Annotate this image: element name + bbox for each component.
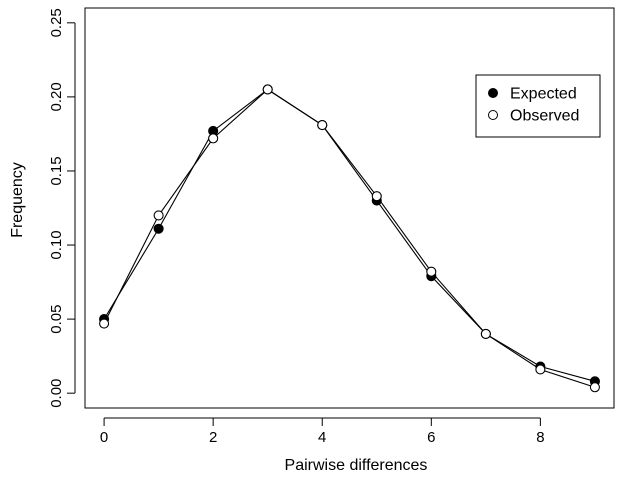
observed-point [480, 328, 491, 339]
y-axis-label: Frequency [9, 162, 26, 238]
observed-point [153, 210, 164, 221]
series-line-observed [103, 88, 596, 388]
y-tick-label: 0.20 [48, 82, 65, 111]
observed-point [426, 266, 437, 277]
x-axis-label: Pairwise differences [285, 457, 428, 474]
legend-label-observed: Observed [510, 108, 579, 125]
observed-point [589, 382, 600, 393]
x-tick-label: 0 [100, 429, 108, 446]
legend-label-expected: Expected [510, 86, 577, 103]
legend-marker-expected [488, 88, 498, 98]
observed-point [535, 364, 546, 375]
observed-point [99, 318, 110, 329]
observed-point [317, 119, 328, 131]
y-tick-label: 0.15 [48, 156, 65, 185]
legend-box [475, 74, 601, 138]
x-tick-label: 6 [427, 429, 435, 446]
observed-point [371, 191, 382, 202]
legend: Expected Observed [475, 74, 601, 138]
series-line-expected [103, 88, 596, 382]
y-tick-label: 0.05 [48, 305, 65, 334]
x-tick-label: 8 [536, 429, 544, 446]
expected-point [153, 223, 164, 234]
observed-point [262, 84, 273, 95]
y-tick-label: 0.00 [48, 379, 65, 408]
y-tick-label: 0.10 [48, 230, 65, 259]
x-tick-label: 2 [209, 429, 217, 446]
y-tick-label: 0.25 [48, 8, 65, 37]
plot-frame [84, 7, 615, 409]
legend-marker-observed [488, 110, 498, 120]
observed-point [208, 133, 219, 144]
x-tick-label: 4 [318, 429, 326, 446]
